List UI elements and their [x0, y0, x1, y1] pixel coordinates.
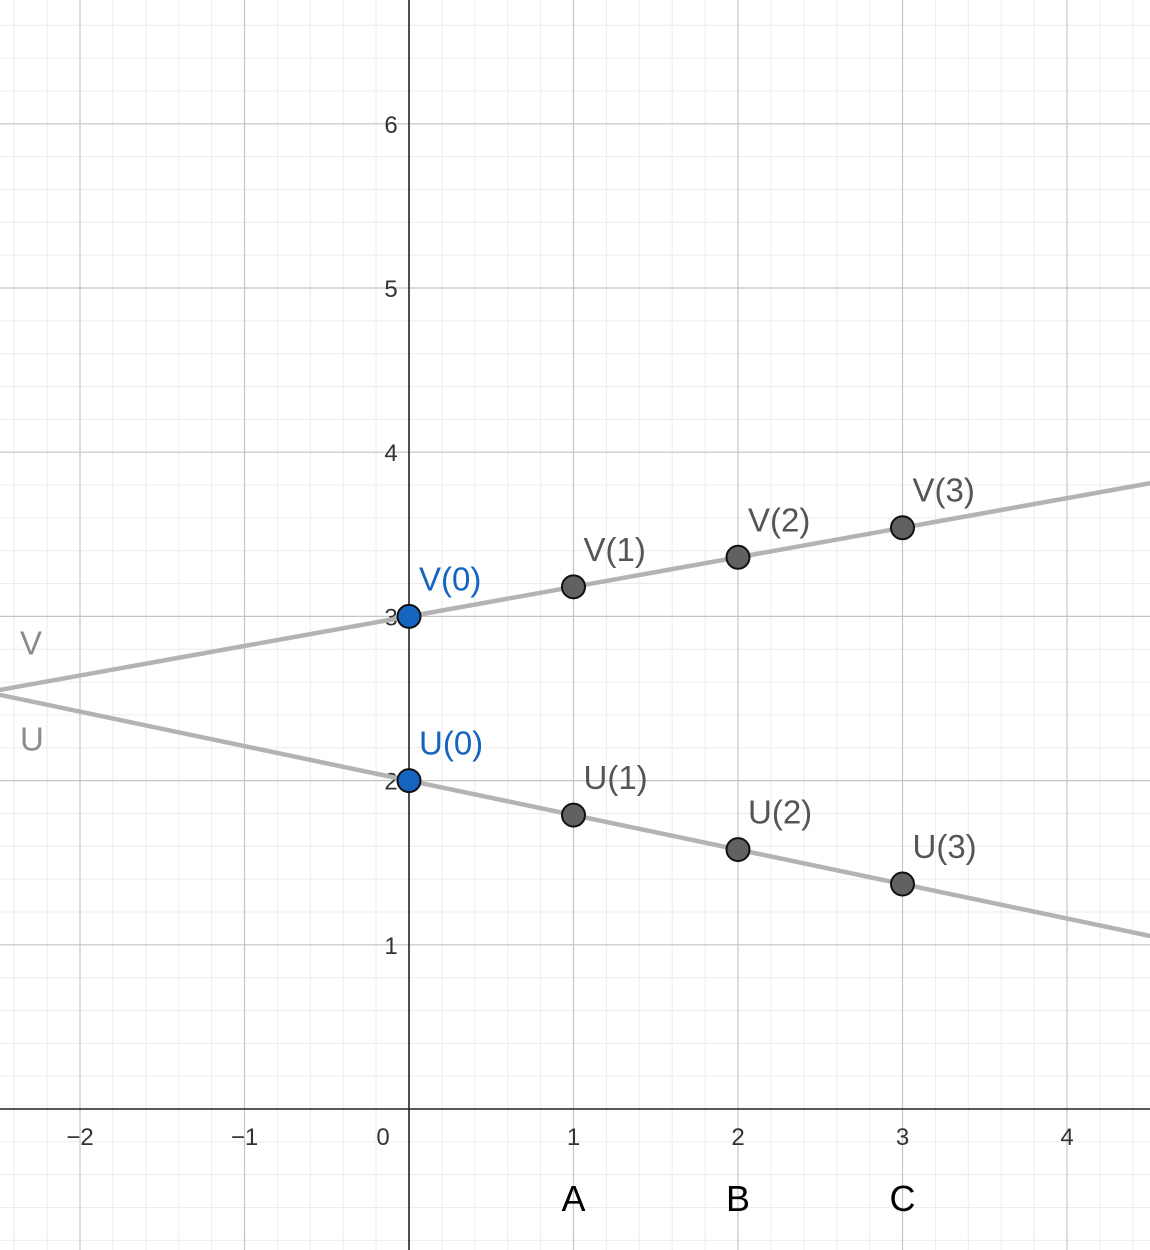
point-label: V(2): [748, 501, 810, 538]
line-name-U: U: [20, 720, 44, 757]
point-labels: V V(0) V(1) V(2) V(3) U U(0) U(1) U(2) U(3): [20, 472, 977, 865]
x-tick-label: 4: [1060, 1124, 1073, 1151]
data-point: [890, 871, 915, 897]
x-tick-label: 2: [731, 1124, 744, 1151]
point-label: U(0): [419, 725, 483, 762]
x-tick-label: 1: [567, 1124, 580, 1151]
point-label: U(1): [584, 759, 648, 796]
data-point: [396, 768, 422, 794]
line-name-V: V: [20, 624, 42, 661]
data-point: [725, 837, 751, 863]
point-label: V(3): [913, 472, 975, 509]
y-tick-label: 1: [384, 933, 397, 960]
data-point: [561, 574, 586, 600]
y-tick-label: 4: [384, 440, 397, 467]
category-label: A: [561, 1178, 585, 1219]
data-point: [561, 802, 586, 828]
series-lines: [0, 481, 1150, 939]
category-labels: A B C: [561, 1178, 915, 1219]
series-points: [396, 515, 915, 897]
x-tick-label: 3: [896, 1124, 909, 1151]
point-label: V(0): [419, 560, 481, 597]
tick-labels: −2−101234123456: [66, 112, 1073, 1151]
x-tick-label: −1: [231, 1124, 258, 1151]
x-tick-label: 0: [376, 1124, 389, 1151]
data-point: [725, 544, 751, 570]
y-tick-label: 6: [384, 112, 397, 139]
x-tick-label: −2: [66, 1124, 93, 1151]
data-point: [396, 603, 422, 629]
category-label: C: [890, 1178, 916, 1219]
y-tick-label: 2: [384, 769, 397, 796]
point-label: U(2): [748, 794, 812, 831]
y-tick-label: 5: [384, 276, 397, 303]
data-point: [890, 515, 915, 541]
category-label: B: [726, 1178, 750, 1219]
point-label: U(3): [913, 828, 977, 865]
point-label: V(1): [584, 531, 646, 568]
